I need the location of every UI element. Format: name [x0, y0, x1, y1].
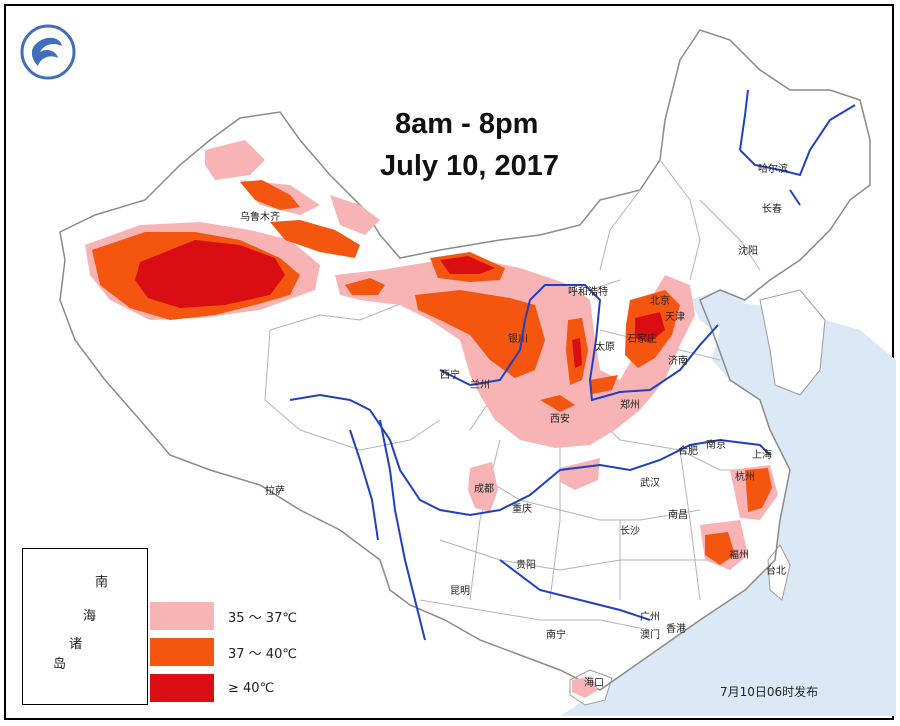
city-label-fuzhou: 福州	[729, 550, 749, 561]
city-label-hangzhou: 杭州	[735, 472, 755, 483]
heat-zone-40-plus	[135, 240, 665, 368]
city-label-changsha: 长沙	[620, 526, 640, 537]
china-outline	[59, 29, 871, 691]
legend-swatch-35-37	[150, 602, 214, 630]
city-label-harbin: 哈尔滨	[758, 164, 788, 175]
city-label-taipei: 台北	[766, 566, 786, 577]
legend-swatch-37-40	[150, 638, 214, 666]
city-label-shanghai: 上海	[752, 450, 772, 461]
city-label-guangzhou: 广州	[640, 612, 660, 623]
legend-label-40-plus: ≥ 40℃	[228, 680, 275, 696]
city-label-xian: 西安	[550, 414, 570, 425]
city-label-hefei: 合肥	[678, 446, 698, 457]
inset-char-zhu: 诸	[69, 637, 83, 652]
city-label-chengdu: 成都	[474, 484, 494, 495]
inset-char-nan: 南	[95, 575, 109, 590]
city-label-guiyang: 贵阳	[516, 560, 536, 571]
rivers	[289, 89, 856, 641]
city-label-hohhot: 呼和浩特	[568, 287, 608, 298]
legend-item-37-40: 37 ～ 40℃	[150, 638, 297, 666]
inset-char-dao: 岛	[53, 657, 67, 672]
legend-swatch-40-plus	[150, 674, 214, 702]
south-china-sea-inset: 南 海 诸 岛	[22, 548, 148, 705]
city-label-nanchang: 南昌	[668, 510, 688, 521]
city-label-urumqi: 乌鲁木齐	[240, 212, 280, 223]
legend-label-37-40: 37 ～ 40℃	[228, 646, 297, 662]
city-label-nanjing: 南京	[706, 440, 726, 451]
publish-timestamp: 7月10日06时发布	[720, 685, 819, 699]
city-label-beijing: 北京	[650, 296, 670, 307]
city-label-kunming: 昆明	[450, 586, 470, 597]
legend-label-35-37: 35 ～ 37℃	[228, 610, 297, 626]
title-line1: 8am - 8pm	[395, 108, 539, 140]
sea-area	[560, 300, 896, 716]
city-label-wuhan: 武汉	[640, 478, 660, 489]
city-label-xining: 西宁	[440, 370, 460, 381]
city-label-tianjin: 天津	[665, 312, 685, 323]
city-label-haikou: 海口	[584, 678, 604, 689]
korea-peninsula	[759, 289, 826, 396]
city-label-nanning: 南宁	[546, 630, 566, 641]
legend-item-35-37: 35 ～ 37℃	[150, 602, 297, 630]
inset-char-hai: 海	[83, 609, 97, 624]
city-label-lanzhou: 兰州	[470, 380, 490, 391]
city-label-shenyang: 沈阳	[738, 246, 758, 257]
city-label-lhasa: 拉萨	[265, 486, 285, 497]
city-label-zhengzhou: 郑州	[620, 400, 640, 411]
title-line2: July 10, 2017	[380, 150, 559, 182]
city-label-taiyuan: 太原	[595, 342, 615, 353]
city-label-chongqing: 重庆	[512, 504, 532, 515]
taiwan	[767, 544, 791, 601]
city-label-jinan: 济南	[668, 356, 688, 367]
city-label-yinchuan: 银川	[508, 334, 528, 345]
weather-service-logo-icon	[20, 24, 76, 80]
city-label-changchun: 长春	[762, 204, 782, 215]
city-label-shijiazhuang: 石家庄	[627, 334, 657, 345]
sea-area-bohai	[690, 290, 745, 330]
city-label-macau: 澳门	[640, 630, 660, 641]
legend-item-40-plus: ≥ 40℃	[150, 674, 274, 702]
city-label-hongkong: 香港	[666, 624, 686, 635]
